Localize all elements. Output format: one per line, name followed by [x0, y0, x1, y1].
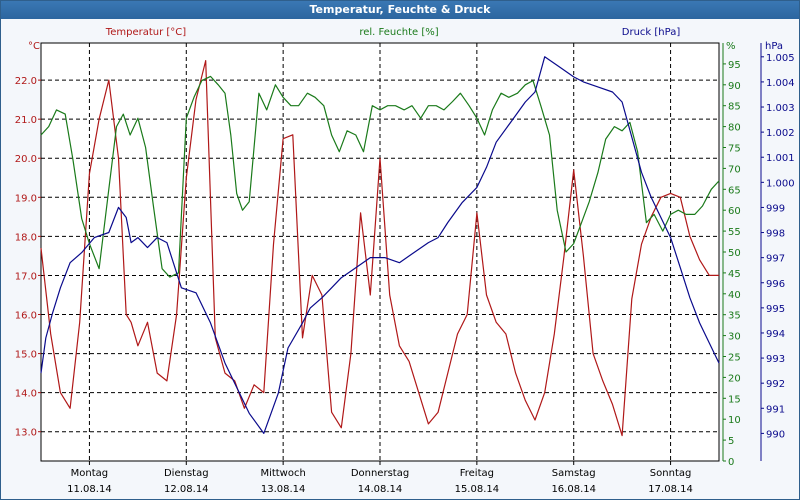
humidity-tick-label: 90	[728, 81, 741, 92]
humidity-unit-label: %	[726, 41, 736, 52]
pressure-tick-label: 992	[766, 379, 785, 390]
day-name-label: Freitag	[460, 468, 494, 479]
humidity-tick-label: 75	[728, 144, 741, 155]
humidity-tick-label: 10	[728, 415, 741, 426]
temperature-tick-label: 19.0	[15, 193, 37, 204]
pressure-axis-title: Druck [hPa]	[622, 27, 681, 38]
day-name-label: Montag	[71, 468, 108, 479]
pressure-tick-label: 1.000	[766, 178, 795, 189]
humidity-tick-label: 50	[728, 248, 741, 259]
pressure-tick-label: 997	[766, 254, 785, 265]
temperature-tick-label: 18.0	[15, 232, 37, 243]
pressure-tick-label: 1.004	[766, 78, 795, 89]
humidity-tick-label: 0	[728, 457, 734, 468]
humidity-tick-label: 80	[728, 123, 741, 134]
temperature-tick-label: 14.0	[15, 389, 37, 400]
pressure-tick-label: 1.005	[766, 53, 795, 64]
day-date-label: 16.08.14	[551, 484, 596, 495]
day-date-label: 12.08.14	[164, 484, 209, 495]
humidity-tick-label: 60	[728, 206, 741, 217]
pressure-series-line	[40, 56, 720, 434]
humidity-tick-label: 15	[728, 394, 741, 405]
pressure-tick-label: 1.002	[766, 128, 795, 139]
pressure-tick-label: 993	[766, 354, 785, 365]
humidity-series-line	[40, 75, 720, 278]
humidity-tick-label: 95	[728, 60, 741, 71]
temperature-tick-label: 17.0	[15, 271, 37, 282]
day-name-label: Dienstag	[164, 468, 209, 479]
pressure-tick-label: 996	[766, 279, 785, 290]
temperature-tick-label: 16.0	[15, 311, 37, 322]
humidity-tick-label: 65	[728, 185, 741, 196]
day-date-label: 11.08.14	[67, 484, 112, 495]
humidity-tick-label: 45	[728, 269, 741, 280]
axis-labels: 13.0 14.0 15.0 16.0 17.0 18.0 19.0 20.0 21.0 22.0…	[15, 27, 795, 495]
window-title: Temperatur, Feuchte & Druck	[1, 1, 799, 19]
humidity-tick-label: 85	[728, 102, 741, 113]
day-name-label: Sonntag	[650, 468, 692, 479]
temperature-tick-label: 22.0	[15, 76, 37, 87]
day-name-label: Samstag	[552, 468, 596, 479]
humidity-axis-title: rel. Feuchte [%]	[359, 27, 438, 38]
day-name-label: Donnerstag	[351, 468, 409, 479]
temperature-axis-title: Temperatur [°C]	[105, 27, 186, 38]
temperature-tick-label: 15.0	[15, 350, 37, 361]
temperature-tick-label: 13.0	[15, 428, 37, 439]
pressure-tick-label: 1.003	[766, 103, 795, 114]
temperature-tick-label: 20.0	[15, 154, 37, 165]
temperature-tick-label: 21.0	[15, 115, 37, 126]
humidity-tick-label: 5	[728, 436, 734, 447]
pressure-tick-label: 1.001	[766, 153, 795, 164]
day-date-label: 15.08.14	[455, 484, 500, 495]
day-name-label: Mittwoch	[260, 468, 305, 479]
temperature-unit-label: °C	[28, 41, 40, 52]
humidity-tick-label: 30	[728, 332, 741, 343]
humidity-tick-label: 40	[728, 290, 741, 301]
pressure-tick-label: 994	[766, 329, 785, 340]
plot-background	[40, 42, 720, 462]
day-date-label: 17.08.14	[648, 484, 693, 495]
pressure-unit-label: hPa	[765, 41, 783, 52]
humidity-tick-label: 55	[728, 227, 741, 238]
chart-area: 13.0 14.0 15.0 16.0 17.0 18.0 19.0 20.0 21.0 22.0…	[15, 27, 795, 495]
humidity-tick-label: 35	[728, 311, 741, 322]
humidity-tick-label: 70	[728, 164, 741, 175]
humidity-tick-label: 25	[728, 353, 741, 364]
pressure-tick-label: 998	[766, 229, 785, 240]
pressure-tick-label: 990	[766, 429, 785, 440]
pressure-tick-label: 991	[766, 404, 785, 415]
day-date-label: 13.08.14	[261, 484, 306, 495]
humidity-tick-label: 20	[728, 373, 741, 384]
pressure-tick-label: 995	[766, 304, 785, 315]
axes	[38, 43, 764, 465]
day-date-label: 14.08.14	[358, 484, 403, 495]
series-layer	[40, 56, 720, 437]
pressure-tick-label: 999	[766, 203, 785, 214]
temperature-series-line	[40, 59, 719, 437]
